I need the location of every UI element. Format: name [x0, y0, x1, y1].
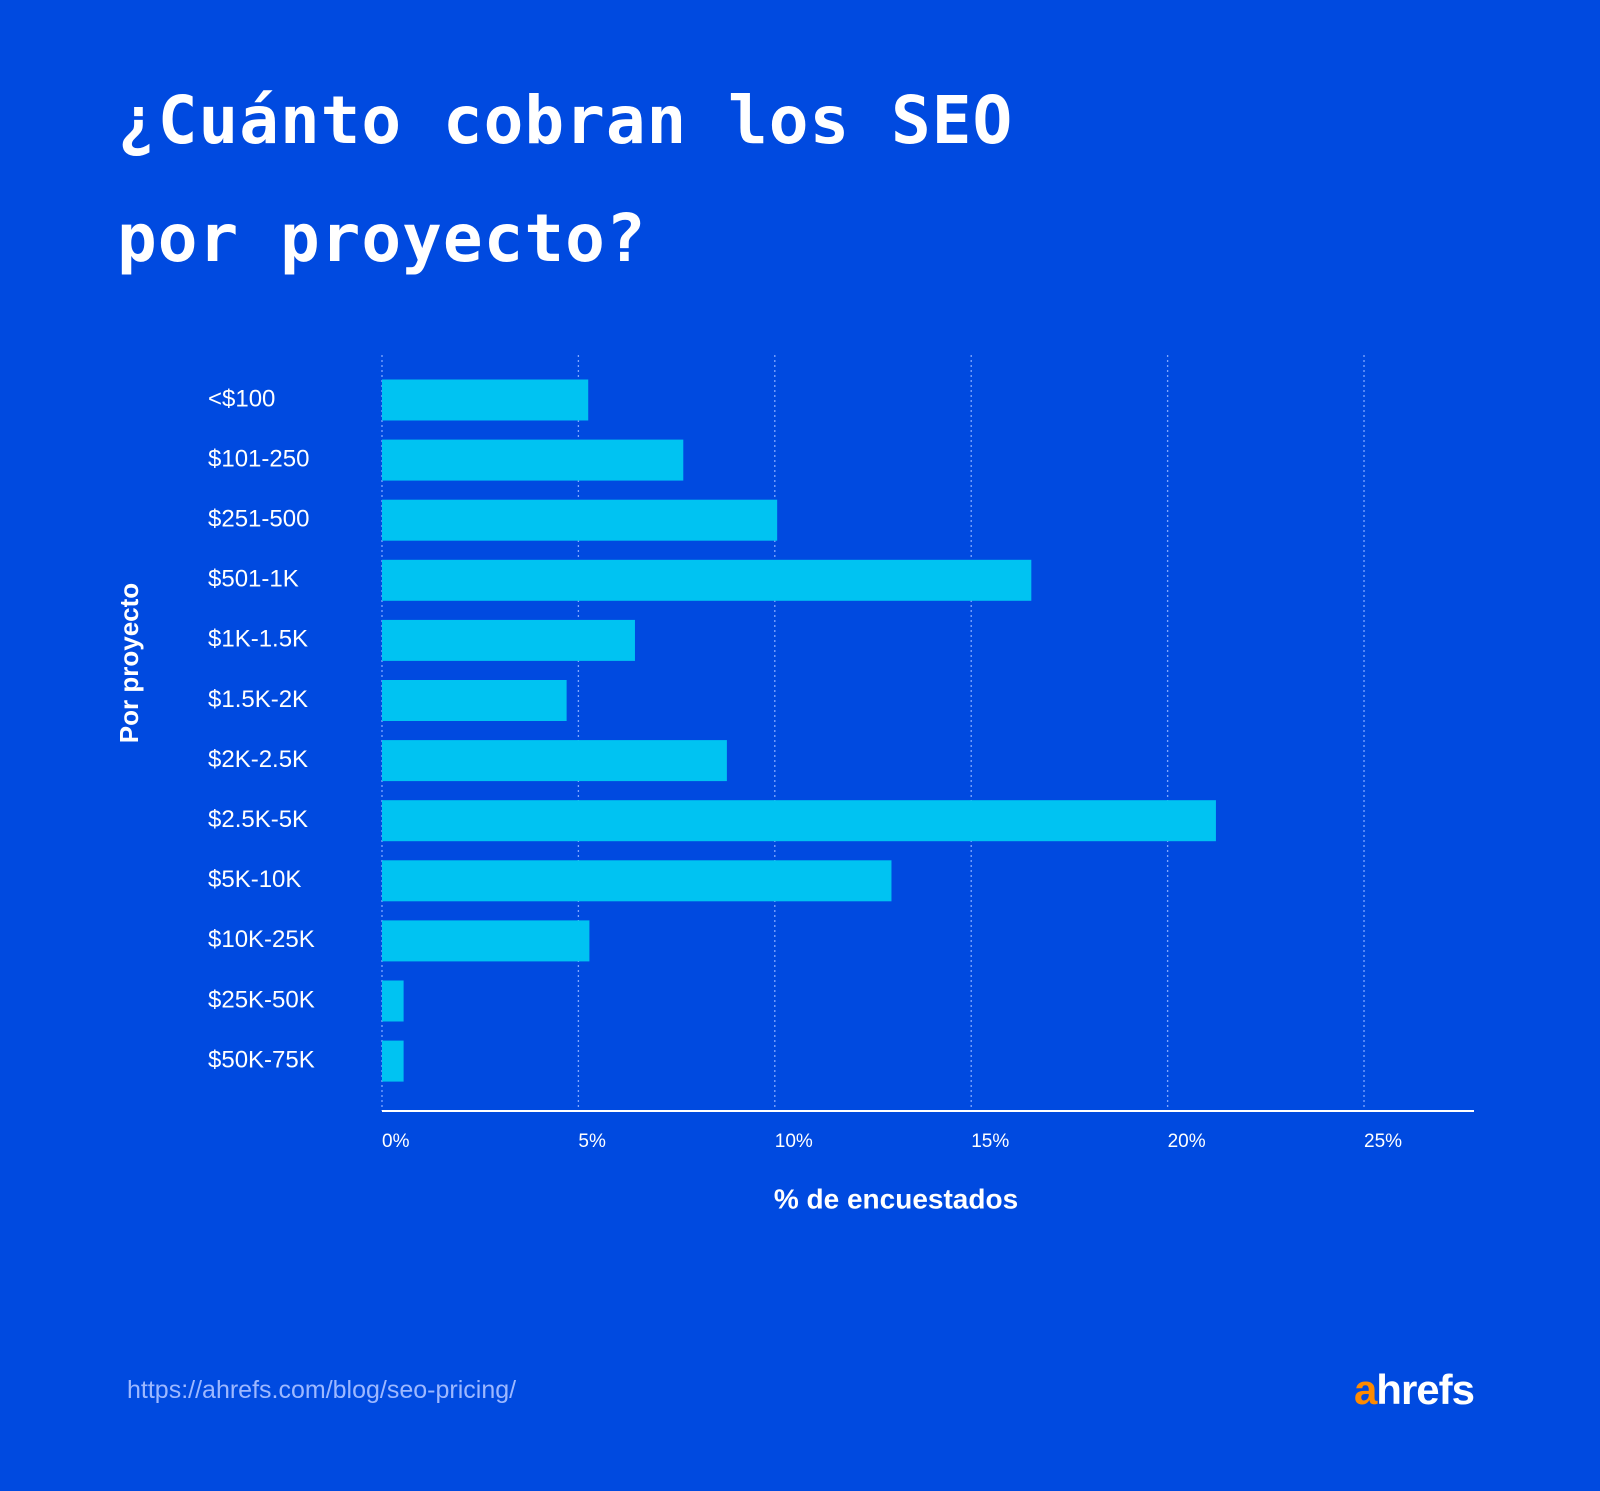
y-tick-label: $1.5K-2K — [208, 686, 308, 713]
bar — [382, 499, 778, 541]
x-axis-label: % de encuestados — [774, 1183, 1018, 1214]
brand-logo: ahrefs — [1353, 1366, 1475, 1413]
bar — [382, 680, 567, 721]
y-tick-label: $2K-2.5K — [208, 746, 308, 773]
x-tick-label: 0% — [382, 1131, 410, 1152]
chart-title: ¿Cuánto cobran los SEO por proyecto? — [117, 82, 1014, 277]
source-url: https://ahrefs.com/blog/seo-pricing/ — [127, 1376, 517, 1404]
bar — [382, 439, 684, 481]
bar — [382, 920, 590, 962]
y-tick-label: $501-1K — [208, 566, 299, 593]
y-axis-label: Por proyecto — [114, 583, 144, 743]
y-tick-label: <$100 — [208, 385, 275, 412]
bar — [382, 619, 635, 661]
x-tick-label: 15% — [971, 1131, 1009, 1152]
bar — [382, 980, 404, 1022]
y-tick-label: $10K-25K — [208, 926, 315, 953]
bar — [382, 740, 727, 782]
bar — [382, 379, 589, 421]
x-tick-label: 20% — [1168, 1131, 1206, 1152]
bar — [382, 559, 1032, 601]
bar — [382, 860, 892, 902]
x-tick-label: 25% — [1364, 1131, 1402, 1152]
y-tick-label: $25K-50K — [208, 986, 315, 1013]
y-tick-label: $101-250 — [208, 445, 309, 472]
y-tick-label: $251-500 — [208, 506, 309, 533]
y-tick-label: $5K-10K — [208, 866, 301, 893]
x-tick-label: 5% — [578, 1131, 606, 1152]
y-tick-label: $50K-75K — [208, 1046, 315, 1073]
bar — [382, 1040, 404, 1082]
y-tick-label: $2.5K-5K — [208, 806, 308, 833]
x-tick-label: 10% — [775, 1131, 813, 1152]
y-tick-label: $1K-1.5K — [208, 626, 308, 653]
bar — [382, 800, 1216, 842]
